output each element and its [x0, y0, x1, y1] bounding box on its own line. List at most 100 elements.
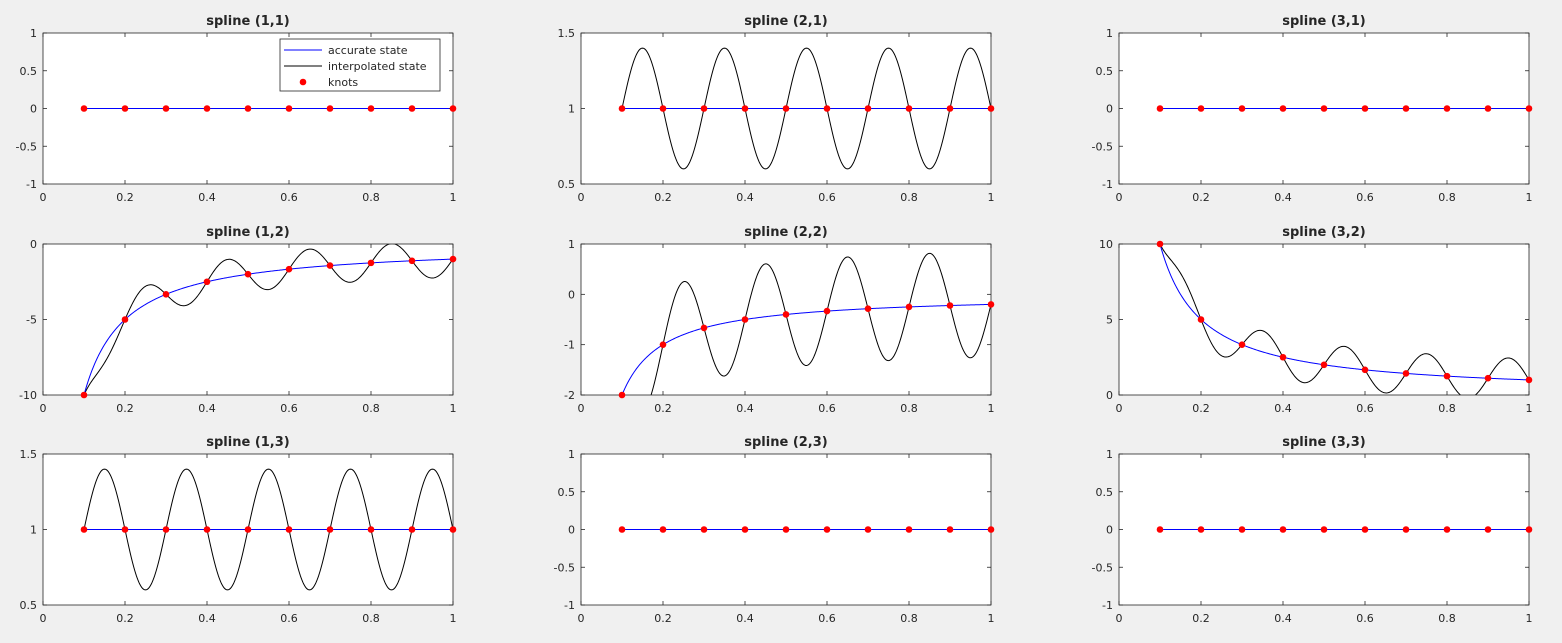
y-tick-label: 0 [1106, 389, 1113, 402]
knot-point [80, 526, 88, 533]
knot-point [700, 105, 708, 112]
knot-point [1443, 526, 1451, 533]
y-tick-label: 1 [568, 448, 575, 461]
y-tick-label: 1 [1106, 448, 1113, 461]
knot-point [1279, 526, 1287, 533]
y-tick-label: 0 [568, 288, 575, 301]
subplot-title: spline (1,1) [206, 14, 289, 29]
x-tick-label: 0.8 [1438, 402, 1456, 415]
subplot-8: spline (2,3) 0 0.2 0.4 0.6 0.8 1 -1 -0.5 0 0.5 1 [554, 435, 995, 625]
y-tick-label: 0.5 [558, 486, 576, 499]
x-tick-label: 0 [40, 612, 47, 625]
subplot-title: spline (2,2) [744, 225, 827, 240]
knot-point [946, 302, 954, 309]
knot-point [244, 105, 252, 112]
x-tick-label: 0.8 [362, 191, 380, 204]
subplot-3: spline (3,1) 0 0.2 0.4 0.6 0.8 1 -1 -0.5 0 0.5 1 [1092, 14, 1533, 204]
x-tick-label: 1 [988, 402, 995, 415]
knot-point [987, 105, 995, 112]
y-tick-label: 1 [568, 238, 575, 251]
y-tick-label: 1 [30, 27, 37, 40]
x-tick-label: 0.6 [280, 191, 298, 204]
knot-point [244, 270, 252, 278]
x-tick-label: 0.4 [1274, 612, 1292, 625]
knot-point [1361, 366, 1369, 374]
x-tick-label: 0.8 [362, 612, 380, 625]
y-tick-label: -10 [19, 389, 37, 402]
knot-point [203, 278, 211, 286]
x-tick-label: 0 [40, 402, 47, 415]
y-tick-label: 0 [30, 103, 37, 116]
knot-point [449, 526, 457, 533]
knot-point [408, 526, 416, 533]
y-tick-label: -0.5 [1092, 140, 1113, 153]
knot-point [1443, 105, 1451, 112]
subplot-title: spline (2,1) [744, 14, 827, 29]
axes-background [1119, 244, 1529, 395]
y-tick-label: 0.5 [20, 65, 38, 78]
knot-point [659, 105, 667, 112]
knot-point [1525, 526, 1533, 533]
legend: accurate state interpolated state knots [279, 38, 441, 92]
x-tick-label: 0.8 [900, 191, 918, 204]
knot-point [823, 526, 831, 533]
knot-point [285, 265, 293, 273]
knot-point [741, 526, 749, 533]
knot-point [121, 105, 129, 112]
y-tick-label: 1 [1106, 27, 1113, 40]
x-tick-label: 0.8 [900, 402, 918, 415]
x-tick-label: 0.6 [818, 612, 836, 625]
x-tick-label: 0.4 [198, 191, 216, 204]
y-tick-label: 0 [30, 238, 37, 251]
knot-point [741, 316, 749, 323]
y-tick-label: 10 [1099, 238, 1113, 251]
knot-point [1197, 316, 1205, 323]
y-tick-label: 5 [1106, 314, 1113, 327]
x-tick-label: 0.2 [654, 402, 672, 415]
x-tick-label: 0.2 [1192, 402, 1210, 415]
x-tick-label: 1 [450, 191, 457, 204]
knot-point [1484, 105, 1492, 112]
subplot-title: spline (1,3) [206, 435, 289, 450]
x-tick-label: 0.4 [736, 612, 754, 625]
x-tick-label: 0 [1116, 191, 1123, 204]
knot-point [326, 262, 334, 269]
x-tick-label: 0 [40, 191, 47, 204]
knot-point [700, 526, 708, 533]
x-tick-label: 0.8 [362, 402, 380, 415]
x-tick-label: 0.8 [1438, 191, 1456, 204]
knot-point [1402, 526, 1410, 533]
knot-point [1525, 105, 1533, 112]
y-tick-label: -0.5 [1092, 561, 1113, 574]
knot-point [162, 105, 170, 112]
subplot-title: spline (1,2) [206, 225, 289, 240]
y-tick-label: -1 [1102, 178, 1113, 191]
knot-point [285, 526, 293, 533]
y-tick-label: 0.5 [20, 599, 38, 612]
knot-point [1484, 526, 1492, 533]
x-tick-label: 0.2 [654, 191, 672, 204]
x-tick-label: 0.6 [1356, 191, 1374, 204]
x-tick-label: 1 [988, 612, 995, 625]
knot-point [1156, 526, 1164, 533]
x-tick-label: 0.2 [654, 612, 672, 625]
knot-point [408, 105, 416, 112]
y-tick-label: 1.5 [20, 448, 38, 461]
knot-point [1238, 341, 1246, 348]
knot-point [987, 526, 995, 533]
knot-point [285, 105, 293, 112]
knot-point [987, 301, 995, 308]
x-tick-label: 0.8 [900, 612, 918, 625]
knot-point [367, 526, 375, 533]
knot-point [1238, 526, 1246, 533]
y-tick-label: -0.5 [554, 561, 575, 574]
legend-label: knots [328, 76, 358, 89]
knot-point [864, 105, 872, 112]
knot-point [326, 526, 334, 533]
knot-point [203, 526, 211, 533]
accurate-state-line [83, 258, 453, 395]
knot-point [162, 526, 170, 533]
subplot-title: spline (2,3) [744, 435, 827, 450]
